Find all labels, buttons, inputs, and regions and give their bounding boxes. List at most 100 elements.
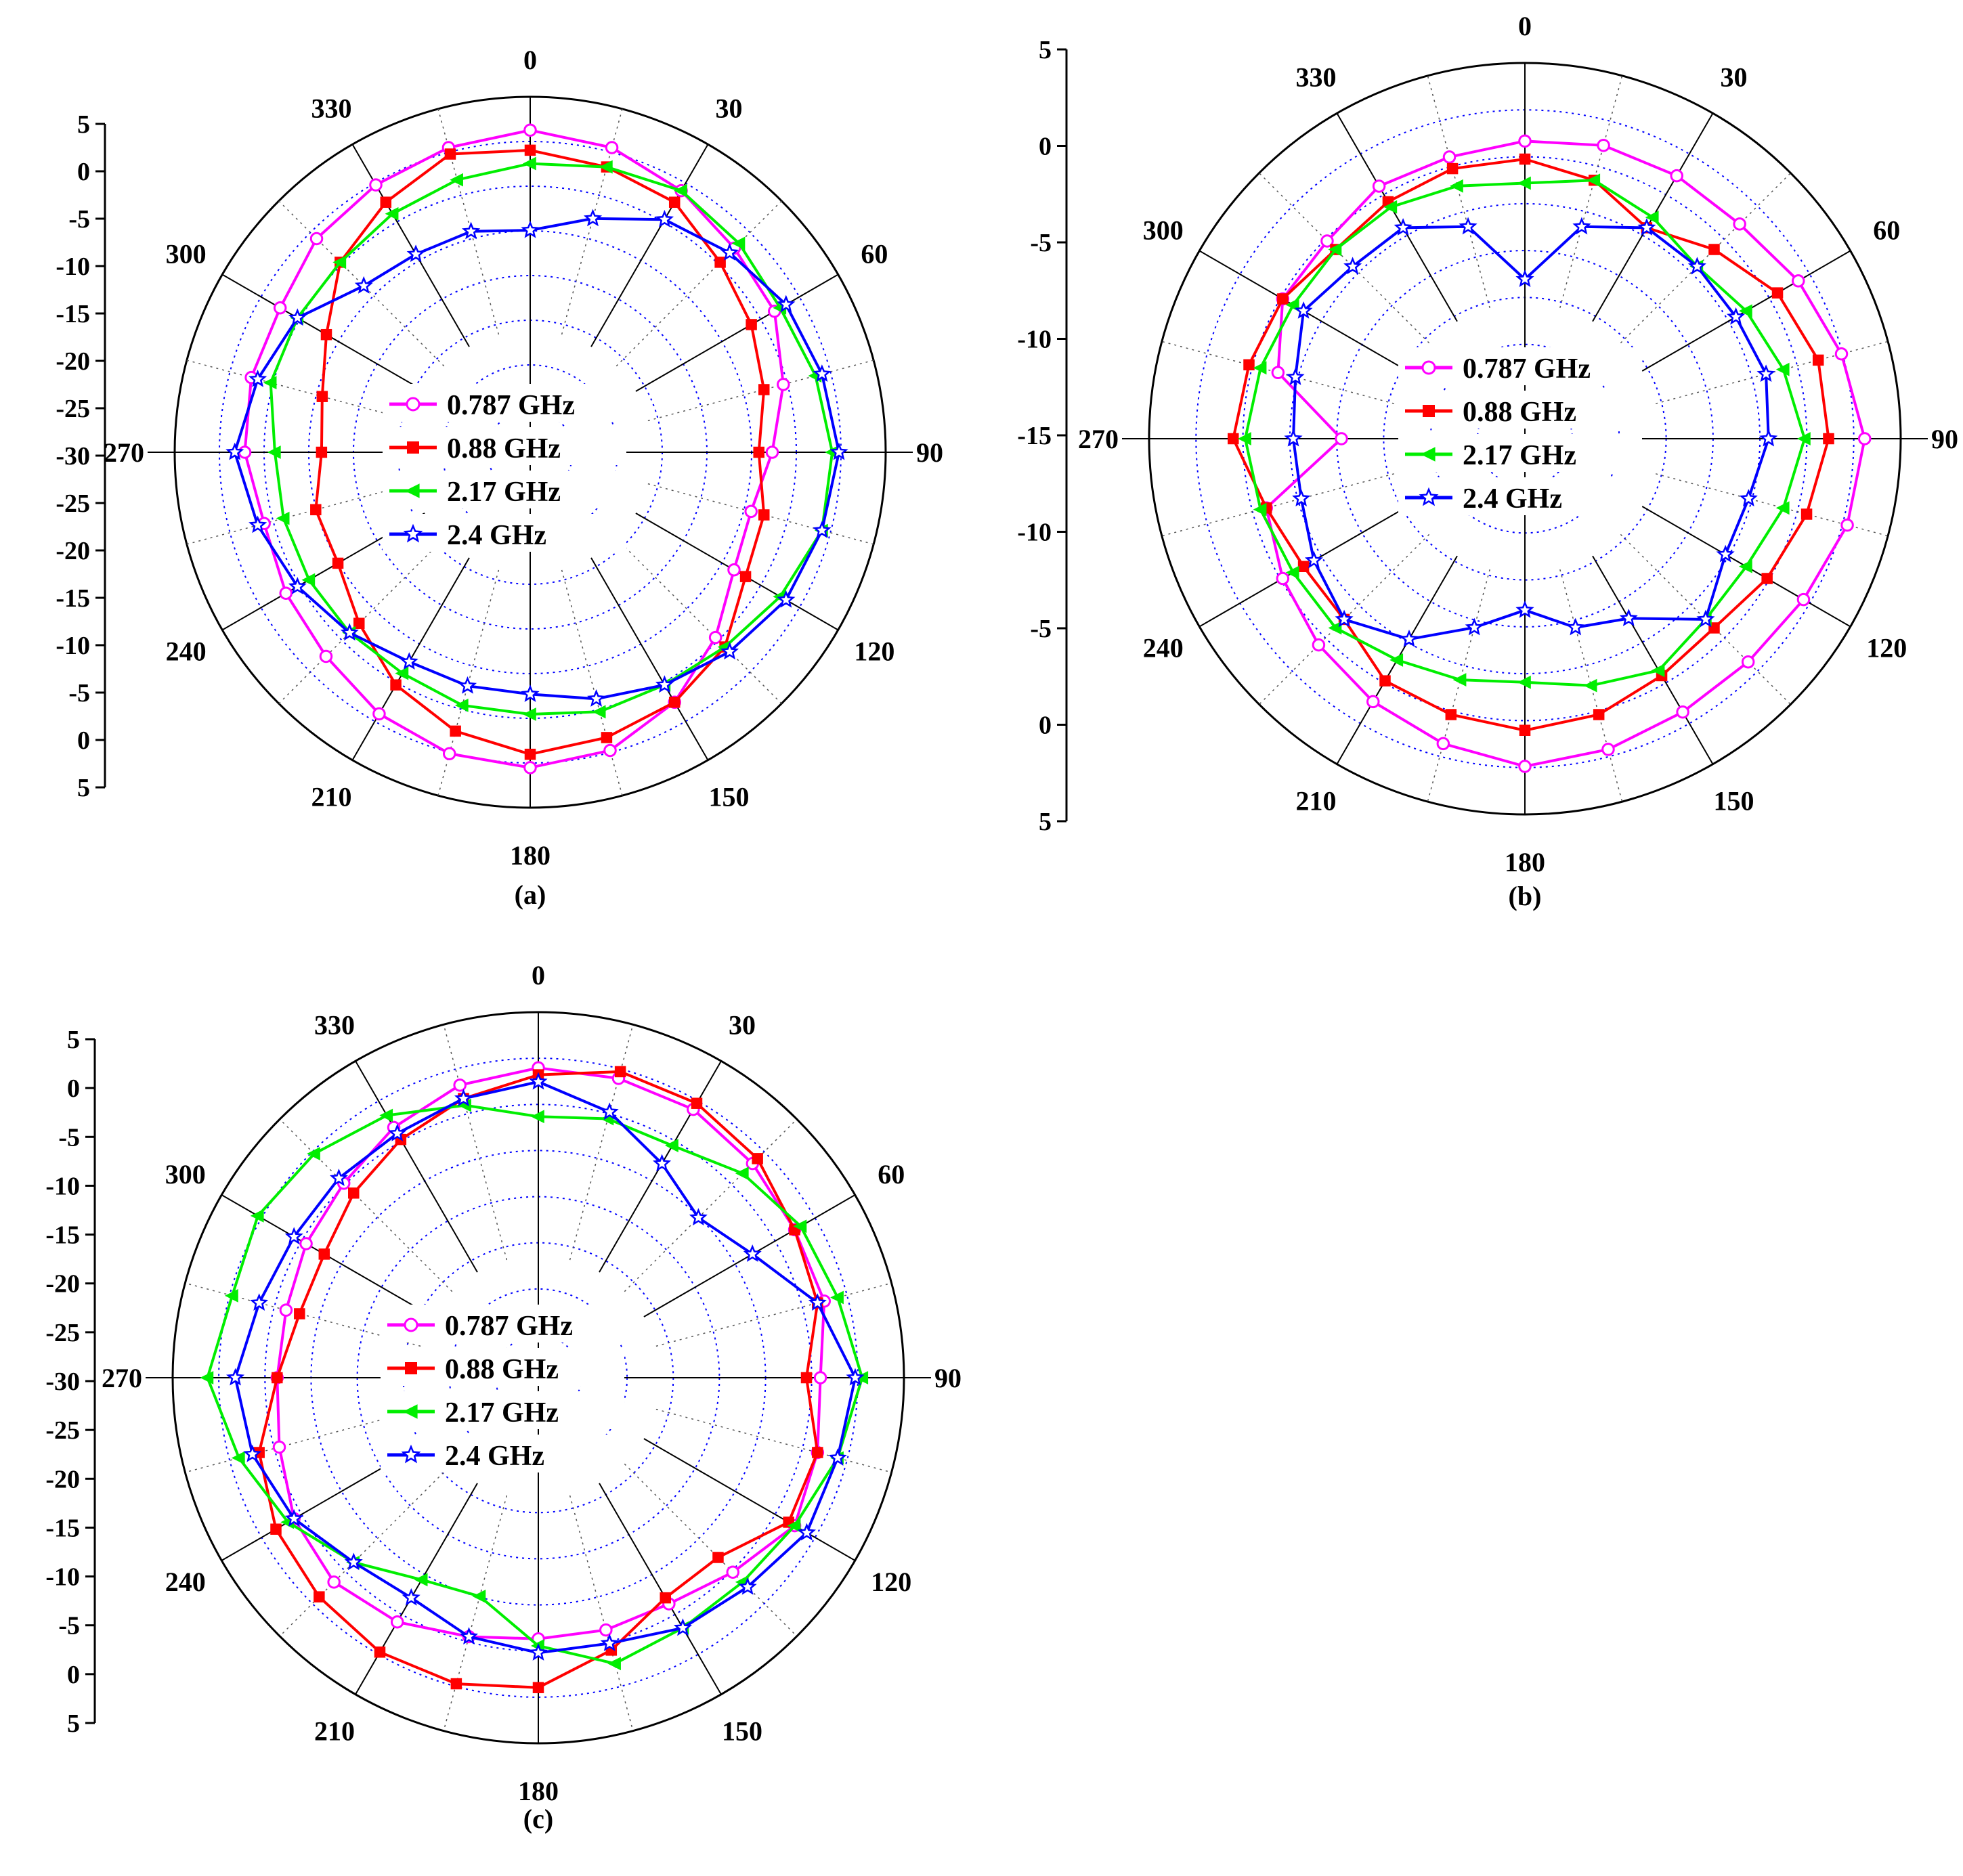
- marker-star: [1394, 218, 1412, 236]
- spoke-line: [635, 274, 839, 392]
- radial-scale-label: -30: [45, 1368, 80, 1396]
- radial-scale-label: 0: [67, 1074, 80, 1103]
- spoke-line-minor: [624, 1118, 798, 1292]
- marker-triangle: [1797, 432, 1811, 445]
- radial-scale-label: -10: [56, 253, 90, 281]
- marker-triangle: [307, 1147, 320, 1160]
- marker-circle: [1840, 518, 1854, 532]
- marker-square: [1277, 293, 1289, 305]
- marker-star: [1687, 257, 1706, 275]
- marker-circle: [309, 232, 324, 246]
- spoke-line-minor: [185, 1282, 421, 1347]
- spoke-line-minor: [279, 1463, 453, 1637]
- angle-label: 270: [1078, 424, 1119, 454]
- marker-star: [288, 308, 307, 326]
- panel-caption: (b): [1509, 881, 1542, 911]
- marker-circle: [1271, 366, 1285, 380]
- marker-circle: [765, 445, 779, 459]
- marker-triangle: [787, 1519, 801, 1533]
- angle-label: 150: [1714, 785, 1754, 816]
- spoke-line-minor: [569, 1024, 634, 1261]
- angle-label: 0: [532, 960, 545, 990]
- marker-square: [614, 1066, 626, 1078]
- spoke-line-minor: [624, 1463, 798, 1637]
- marker-triangle: [592, 705, 606, 719]
- marker-triangle: [250, 1208, 264, 1223]
- marker-circle: [453, 1078, 467, 1092]
- marker-star: [1515, 601, 1534, 618]
- marker-square: [450, 725, 461, 737]
- legend: 0.787 GHz 0.88 GHz 2.17 GHz 2.4 GHz: [383, 384, 626, 552]
- marker-triangle: [735, 1166, 749, 1181]
- radial-scale-label: -10: [1017, 519, 1052, 547]
- radial-scale-label: -5: [1030, 615, 1052, 643]
- legend-label: 2.4 GHz: [445, 1441, 544, 1472]
- marker-square: [320, 328, 332, 341]
- angle-label: 180: [510, 840, 551, 871]
- angle-label: 30: [729, 1010, 756, 1041]
- marker-circle: [390, 1615, 404, 1629]
- marker-circle: [744, 504, 758, 519]
- angle-label: 0: [523, 45, 537, 75]
- marker-circle: [279, 586, 293, 601]
- spoke-line: [590, 557, 709, 761]
- marker-triangle: [1383, 200, 1398, 214]
- marker-square: [314, 1591, 325, 1602]
- panel-c-polar-chart: 0 30 60 90 120 150 180 210 240 270 300 330 5 0 -5 -10 -1…: [45, 960, 962, 1834]
- radial-scale-label: 0: [1039, 712, 1052, 740]
- radial-scale-label: 5: [67, 1709, 80, 1738]
- marker-square: [1761, 573, 1773, 584]
- radial-scale-label: -25: [45, 1319, 80, 1347]
- marker-square: [380, 196, 392, 208]
- marker-star: [288, 577, 307, 594]
- spoke-line: [643, 1438, 856, 1561]
- radial-scale-label: -15: [45, 1221, 80, 1250]
- marker-triangle: [450, 173, 463, 187]
- marker-triangle: [523, 156, 536, 171]
- marker-triangle: [224, 1288, 238, 1303]
- legend-label: 0.88 GHz: [445, 1354, 559, 1385]
- panel-a-polar-chart: 0 30 60 90 120 150 180 210 240 270 300 330 5 0 -5 -10 -1…: [56, 45, 943, 910]
- series-0-88-GHz: [253, 1066, 823, 1693]
- marker-circle: [1421, 360, 1436, 375]
- angle-label: 240: [1143, 633, 1184, 663]
- marker-star: [1572, 217, 1591, 235]
- marker-triangle: [403, 1404, 418, 1419]
- marker-triangle: [1238, 432, 1251, 445]
- marker-star: [454, 1089, 473, 1107]
- marker-circle: [238, 445, 252, 459]
- marker-triangle: [332, 255, 347, 269]
- marker-circle: [1518, 134, 1532, 148]
- marker-star: [1515, 269, 1534, 288]
- marker-star: [243, 1444, 262, 1462]
- angle-label: 90: [934, 1363, 962, 1393]
- radial-scale-label: 0: [77, 726, 90, 755]
- radial-scale-label: -5: [68, 205, 90, 234]
- marker-triangle: [1449, 179, 1463, 193]
- marker-star: [249, 369, 267, 387]
- marker-circle: [1676, 705, 1689, 719]
- marker-square: [532, 1682, 544, 1693]
- marker-triangle: [276, 511, 290, 525]
- marker-triangle: [301, 573, 316, 587]
- marker-square: [1228, 433, 1239, 445]
- angle-label: 300: [165, 1159, 206, 1190]
- marker-square: [739, 571, 752, 582]
- spoke-line: [1592, 555, 1714, 765]
- legend-label: 0.787 GHz: [447, 390, 575, 421]
- marker-circle: [1366, 695, 1380, 709]
- legend-label: 0.787 GHz: [445, 1311, 573, 1342]
- marker-triangle: [1738, 304, 1752, 318]
- legend-label: 2.17 GHz: [1463, 440, 1576, 471]
- marker-circle: [272, 1440, 286, 1454]
- marker-star: [354, 276, 373, 294]
- marker-star: [1286, 367, 1305, 385]
- marker-circle: [406, 397, 420, 412]
- spoke-line: [355, 1483, 478, 1695]
- angle-label: 240: [166, 636, 207, 667]
- marker-star: [1637, 218, 1656, 236]
- marker-square: [524, 144, 536, 156]
- marker-triangle: [1389, 653, 1404, 667]
- marker-triangle: [1587, 173, 1601, 188]
